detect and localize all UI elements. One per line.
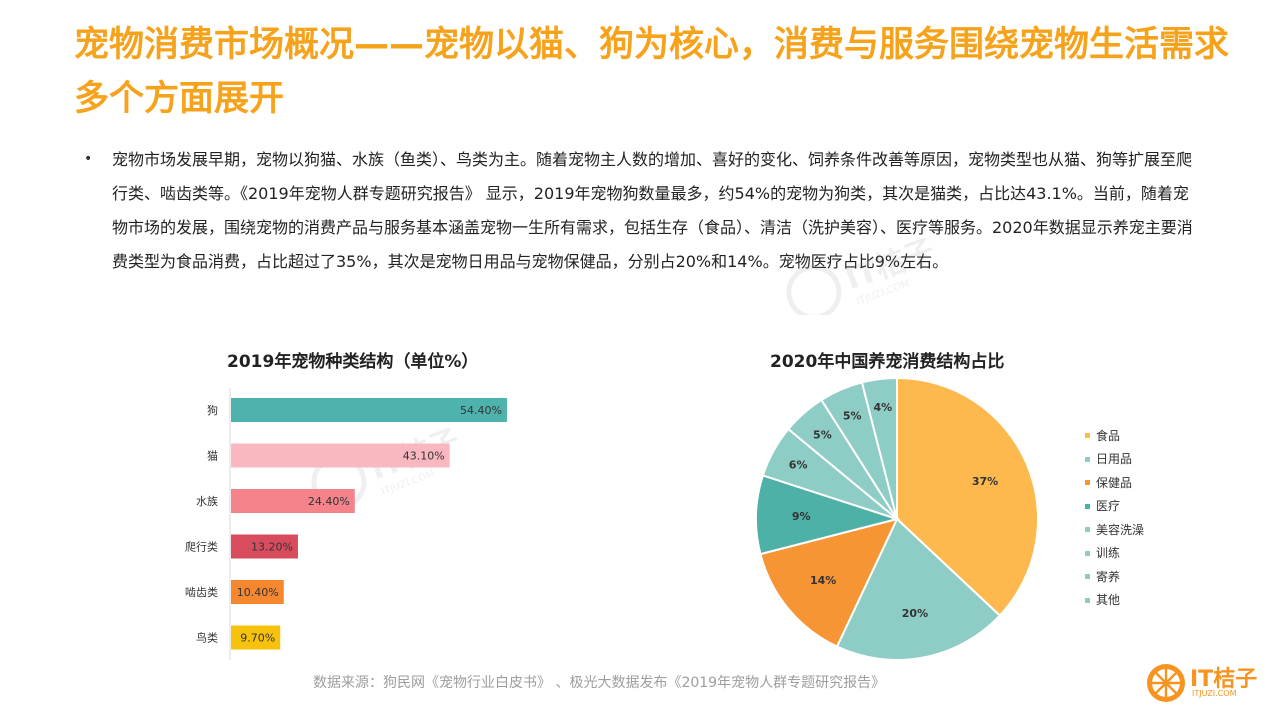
orange-slice-icon (1147, 664, 1185, 702)
bar-category-label: 鸟类 (196, 631, 218, 645)
bullet-marker: • (84, 151, 93, 167)
bar-category-label: 爬行类 (185, 540, 218, 554)
legend-label: 寄养 (1096, 569, 1121, 584)
pie-data-label: 5% (843, 409, 862, 422)
legend-item: 保健品 (1085, 471, 1195, 495)
pie-data-label: 4% (874, 401, 893, 414)
pie-slice (896, 376, 1039, 617)
legend-item: 其他 (1085, 589, 1195, 613)
legend-item: 医疗 (1085, 495, 1195, 519)
pie-slice (755, 474, 901, 556)
pie-slice (835, 517, 1002, 661)
pie-data-label: 37% (972, 475, 998, 488)
legend-label: 训练 (1096, 546, 1121, 561)
body-paragraph: 宠物市场发展早期，宠物以狗猫、水族（鱼类）、鸟类为主。随着宠物主人数的增加、喜好… (112, 150, 1193, 271)
pie-legend: 食品日用品保健品医疗美容洗澡训练寄养其他 (1085, 424, 1195, 612)
pie-data-label: 5% (813, 428, 832, 441)
legend-swatch (1085, 433, 1090, 439)
legend-label: 医疗 (1096, 499, 1121, 514)
bar-data-label: 13.20% (251, 541, 293, 554)
brand-logo: IT桔子 ITJUZI.COM (1146, 661, 1266, 705)
legend-label: 食品 (1096, 428, 1121, 443)
bar (231, 398, 507, 422)
bar-data-label: 10.40% (237, 586, 279, 599)
bar-category-label: 猫 (207, 450, 218, 463)
pie-data-label: 9% (792, 510, 811, 523)
legend-swatch (1085, 550, 1090, 556)
bar-category-label: 狗 (207, 404, 218, 417)
bar-chart: 狗 54.40% 猫 43.10% 水族 24.40% 爬行类 13.20% 啮齿类 10.40%… (185, 388, 507, 660)
pie-data-label: 20% (902, 607, 928, 620)
pie-slice (860, 376, 898, 520)
legend-swatch (1085, 574, 1090, 580)
bar (231, 534, 298, 559)
bar-chart-title: 2019年宠物种类结构（单位%） (227, 352, 479, 372)
pie-data-label: 6% (789, 459, 808, 472)
legend-label: 美容洗澡 (1096, 522, 1145, 537)
legend-item: 食品 (1085, 424, 1195, 448)
bar-data-label: 43.10% (403, 450, 445, 463)
bar-category-label: 啮齿类 (185, 585, 218, 599)
legend-swatch (1085, 597, 1090, 603)
legend-swatch (1085, 503, 1090, 509)
legend-item: 寄养 (1085, 565, 1195, 589)
legend-item: 日用品 (1085, 448, 1195, 472)
legend-label: 其他 (1096, 593, 1121, 608)
pie-chart-title: 2020年中国养宠消费结构占比 (770, 352, 1005, 372)
bar-data-label: 54.40% (460, 404, 502, 417)
pie-chart: 37% 20% 14% 9% 6% 5% 5% 4% (755, 376, 1039, 661)
legend-label: 日用品 (1096, 452, 1133, 467)
legend-swatch (1085, 480, 1090, 486)
bar (231, 625, 281, 650)
legend-item: 训练 (1085, 542, 1195, 566)
pie-slice (759, 517, 899, 648)
logo-text: IT桔子 (1190, 667, 1258, 692)
page-title: 宠物消费市场概况——宠物以猫、狗为核心，消费与服务围绕宠物生活需求多个方面展开 (74, 25, 1230, 119)
logo-subtext: ITJUZI.COM (1192, 689, 1237, 698)
legend-swatch (1085, 527, 1090, 533)
pie-data-label: 14% (810, 574, 836, 587)
bar (231, 489, 355, 513)
bar-category-label: 水族 (196, 494, 218, 508)
legend-label: 保健品 (1096, 475, 1133, 490)
bar-data-label: 9.70% (240, 632, 275, 645)
data-source-note: 数据来源：狗民网《宠物行业白皮书》 、极光大数据发布《2019年宠物人群专题研究… (313, 675, 886, 691)
legend-item: 美容洗澡 (1085, 518, 1195, 542)
legend-swatch (1085, 456, 1090, 462)
bar-data-label: 24.40% (308, 495, 350, 508)
bar (231, 443, 450, 468)
bar (231, 580, 284, 604)
watermark-subtext: ITJUZI.COM (855, 278, 911, 307)
